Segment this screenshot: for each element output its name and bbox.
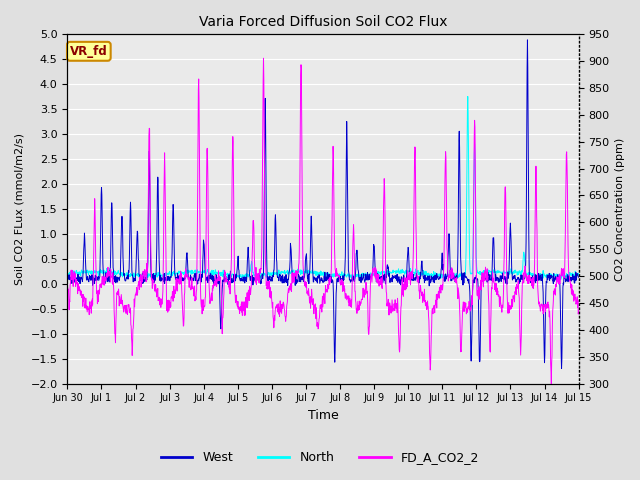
Title: Varia Forced Diffusion Soil CO2 Flux: Varia Forced Diffusion Soil CO2 Flux [199, 15, 447, 29]
Y-axis label: CO2 Concentration (ppm): CO2 Concentration (ppm) [615, 137, 625, 280]
Text: VR_fd: VR_fd [70, 45, 108, 58]
Y-axis label: Soil CO2 FLux (mmol/m2/s): Soil CO2 FLux (mmol/m2/s) [15, 133, 25, 285]
X-axis label: Time: Time [308, 409, 339, 422]
Legend: West, North, FD_A_CO2_2: West, North, FD_A_CO2_2 [156, 446, 484, 469]
